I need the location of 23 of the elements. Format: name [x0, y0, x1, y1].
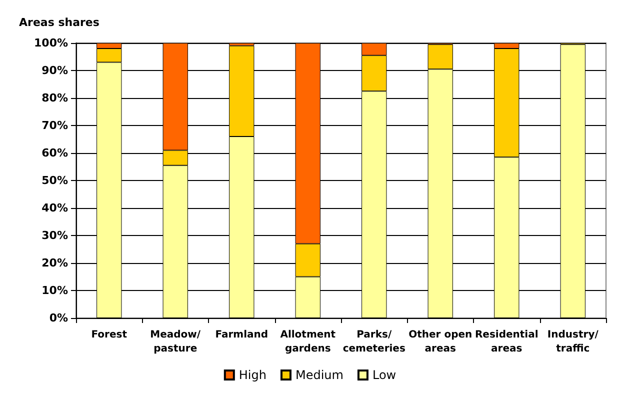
x-tick-label: Residential areas — [474, 330, 538, 354]
y-tick-label: 90% — [42, 64, 68, 77]
y-tick-label: 20% — [42, 256, 68, 270]
y-tick-label: 70% — [42, 119, 68, 132]
y-tick-label: 50% — [42, 174, 68, 187]
legend-label: High — [238, 368, 266, 382]
x-tick-label: Allotment gardens — [280, 330, 336, 354]
y-tick-label: 60% — [42, 146, 68, 160]
y-tick-label: 0% — [49, 312, 68, 324]
x-tick-label: Industry/ traffic — [547, 330, 599, 354]
x-tick-label: Farmland — [215, 330, 268, 340]
chart-title: Areas shares — [19, 16, 100, 29]
y-tick-label: 100% — [34, 36, 68, 50]
y-tick-label: 30% — [42, 229, 68, 242]
x-tick-label: Parks/ cemeteries — [342, 330, 406, 354]
x-tick-label: Meadow/ pasture — [150, 330, 201, 354]
x-tick-label: Other open areas — [408, 330, 472, 354]
y-tick-label: 40% — [42, 202, 68, 214]
x-tick-label: Forest — [91, 330, 128, 340]
y-tick-label: 80% — [42, 92, 68, 104]
y-tick-label: 10% — [42, 284, 68, 297]
legend-label: Low — [372, 368, 396, 382]
legend-label: Medium — [295, 368, 344, 382]
